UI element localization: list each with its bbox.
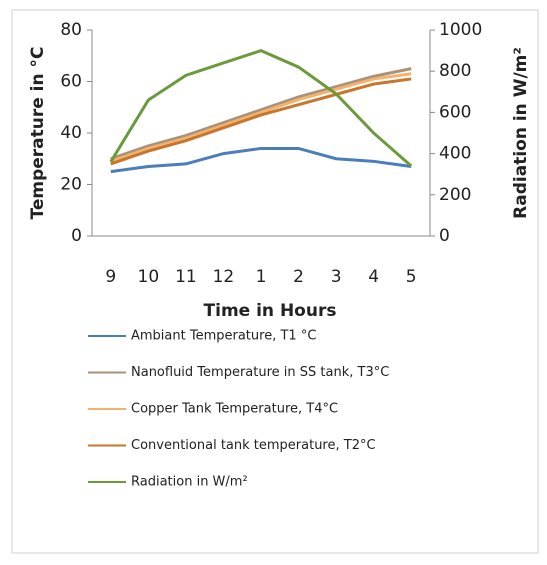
y2-tick-label: 1000 bbox=[439, 20, 482, 40]
x-tick-label: 11 bbox=[175, 267, 197, 287]
legend-label: Nanofluid Temperature in SS tank, T3°C bbox=[131, 365, 389, 380]
legend-label: Ambiant Temperature, T1 °C bbox=[131, 329, 316, 344]
y-tick-label: 0 bbox=[71, 226, 82, 246]
legend-label: Copper Tank Temperature, T4°C bbox=[131, 402, 338, 417]
y2-tick-label: 600 bbox=[439, 102, 471, 122]
chart-border bbox=[11, 9, 539, 554]
x-tick-label: 4 bbox=[368, 267, 379, 287]
y2-tick-label: 400 bbox=[439, 144, 471, 164]
y-tick-label: 60 bbox=[60, 72, 82, 92]
legend-label: Conventional tank temperature, T2°C bbox=[131, 438, 376, 453]
series-line bbox=[109, 48, 413, 168]
x-axis-title: Time in Hours bbox=[204, 301, 337, 321]
series-line bbox=[110, 67, 412, 161]
series-line bbox=[110, 72, 412, 163]
y2-axis-title: Radiation in W/m² bbox=[511, 47, 531, 219]
y-tick-label: 20 bbox=[60, 175, 82, 195]
y-tick-label: 80 bbox=[60, 20, 82, 40]
y2-tick-label: 0 bbox=[439, 226, 450, 246]
series-line bbox=[110, 146, 412, 174]
legend-label: Radiation in W/m² bbox=[131, 475, 248, 490]
x-tick-label: 3 bbox=[331, 267, 342, 287]
series-line bbox=[110, 77, 412, 166]
x-tick-label: 10 bbox=[138, 267, 160, 287]
x-tick-label: 5 bbox=[406, 267, 417, 287]
x-tick-label: 9 bbox=[105, 267, 116, 287]
y2-tick-label: 200 bbox=[439, 185, 471, 205]
y-tick-label: 40 bbox=[60, 123, 82, 143]
y-axis-title: Temperature in °C bbox=[28, 46, 48, 219]
x-tick-label: 2 bbox=[293, 267, 304, 287]
y2-tick-label: 800 bbox=[439, 61, 471, 81]
x-tick-label: 1 bbox=[256, 267, 267, 287]
x-tick-label: 12 bbox=[213, 267, 235, 287]
